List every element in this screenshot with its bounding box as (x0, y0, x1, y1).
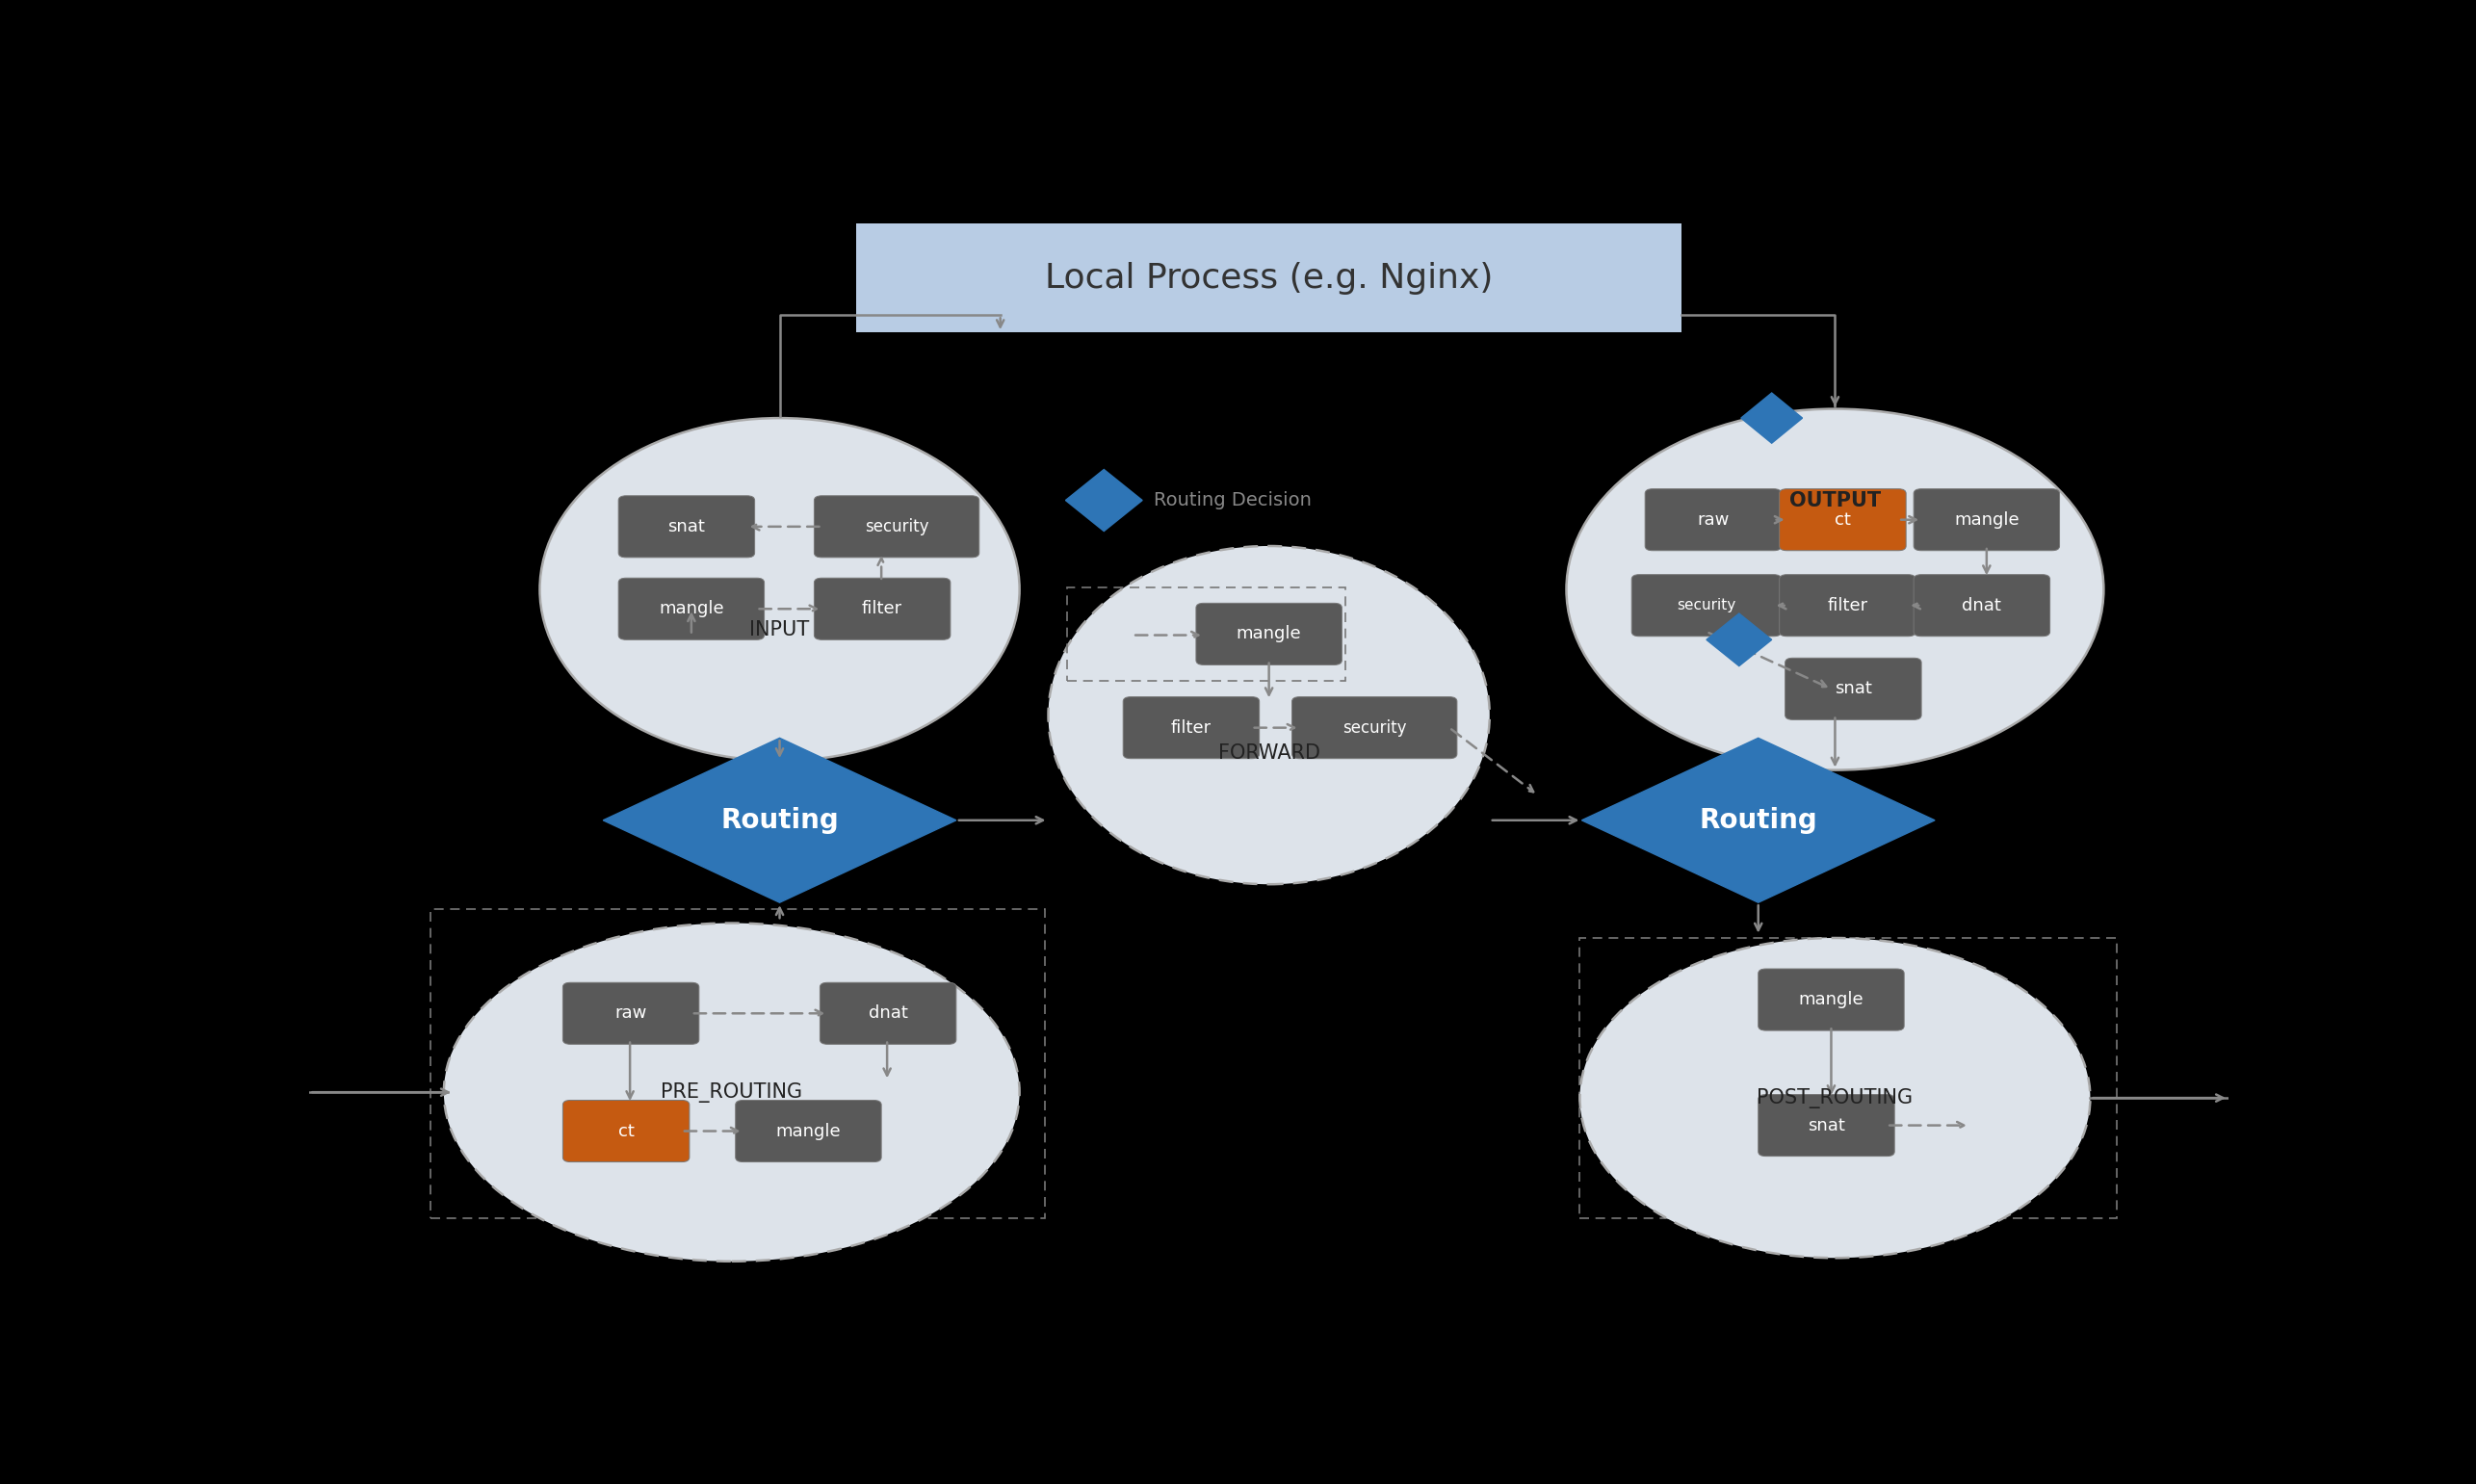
FancyBboxPatch shape (1785, 657, 1921, 720)
Text: mangle: mangle (775, 1122, 842, 1140)
Text: POST_ROUTING: POST_ROUTING (1758, 1088, 1914, 1109)
FancyBboxPatch shape (815, 579, 951, 640)
FancyBboxPatch shape (1780, 488, 1907, 551)
Text: mangle: mangle (1236, 625, 1302, 643)
Text: ct: ct (1835, 510, 1852, 528)
FancyBboxPatch shape (1644, 488, 1780, 551)
Text: FORWARD: FORWARD (1218, 743, 1320, 763)
Text: security: security (864, 518, 928, 536)
Ellipse shape (1580, 938, 2090, 1258)
FancyBboxPatch shape (1914, 488, 2060, 551)
Text: security: security (1676, 598, 1736, 613)
Text: Routing Decision: Routing Decision (1154, 491, 1312, 509)
Text: Routing: Routing (1699, 807, 1817, 834)
Text: snat: snat (669, 518, 706, 536)
FancyBboxPatch shape (815, 496, 978, 558)
Text: Local Process (e.g. Nginx): Local Process (e.g. Nginx) (1045, 261, 1493, 294)
Ellipse shape (540, 418, 1020, 761)
Text: filter: filter (862, 600, 904, 617)
Polygon shape (1582, 738, 1934, 902)
FancyBboxPatch shape (1124, 697, 1260, 758)
FancyBboxPatch shape (562, 1100, 688, 1162)
Polygon shape (1741, 393, 1803, 444)
FancyBboxPatch shape (1632, 574, 1780, 637)
Text: snat: snat (1835, 680, 1872, 697)
Text: OUTPUT: OUTPUT (1790, 491, 1882, 510)
Polygon shape (604, 738, 956, 902)
Ellipse shape (443, 923, 1020, 1261)
Text: security: security (1342, 720, 1406, 736)
Text: raw: raw (614, 1005, 646, 1022)
Ellipse shape (1567, 410, 2105, 770)
FancyBboxPatch shape (562, 982, 698, 1045)
Text: filter: filter (1827, 597, 1867, 614)
Text: Routing: Routing (721, 807, 839, 834)
Text: INPUT: INPUT (750, 620, 810, 640)
FancyBboxPatch shape (619, 496, 755, 558)
Text: snat: snat (1807, 1116, 1845, 1134)
FancyBboxPatch shape (857, 224, 1681, 332)
Text: PRE_ROUTING: PRE_ROUTING (661, 1082, 802, 1103)
Text: mangle: mangle (659, 600, 723, 617)
FancyBboxPatch shape (1196, 603, 1342, 665)
Text: mangle: mangle (1798, 991, 1864, 1008)
Text: ct: ct (619, 1122, 634, 1140)
Text: raw: raw (1696, 510, 1728, 528)
Ellipse shape (1047, 546, 1491, 884)
Polygon shape (1706, 613, 1773, 666)
Text: filter: filter (1171, 720, 1211, 736)
Text: dnat: dnat (869, 1005, 909, 1022)
FancyBboxPatch shape (1292, 697, 1456, 758)
FancyBboxPatch shape (1914, 574, 2050, 637)
Text: dnat: dnat (1961, 597, 2001, 614)
FancyBboxPatch shape (1780, 574, 1916, 637)
FancyBboxPatch shape (1758, 1095, 1894, 1156)
FancyBboxPatch shape (619, 579, 765, 640)
FancyBboxPatch shape (735, 1100, 881, 1162)
Polygon shape (1065, 469, 1141, 531)
FancyBboxPatch shape (1758, 969, 1904, 1030)
Text: mangle: mangle (1954, 510, 2020, 528)
FancyBboxPatch shape (820, 982, 956, 1045)
